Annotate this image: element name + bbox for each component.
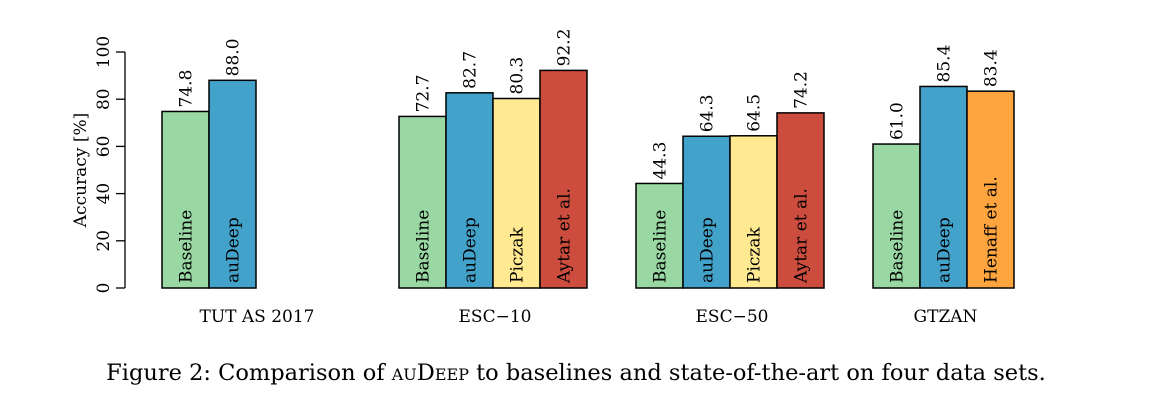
group-label: ESC−50 — [696, 307, 769, 327]
bar-category-label: auDeep — [224, 217, 244, 283]
y-tick-label: 100 — [94, 36, 114, 68]
bar-value-label: 80.3 — [508, 57, 528, 95]
bar — [398, 115, 447, 289]
bar-value-label: 72.7 — [414, 75, 434, 113]
y-tick-label: 40 — [94, 183, 114, 205]
bar — [445, 92, 494, 289]
bar-category-label: Aytar et al. — [555, 188, 575, 284]
bar-category-label: Henaff et al. — [982, 176, 1002, 283]
y-tick-label: 80 — [94, 88, 114, 110]
bar-value-label: 74.2 — [792, 71, 812, 109]
bar-category-label: auDeep — [461, 217, 481, 283]
bar-category-label: Baseline — [651, 210, 671, 283]
caption-suffix: to baselines and state-of-the-art on fou… — [468, 360, 1046, 386]
bar-chart: 0 20 40 60 80 100 Accuracy [%] 74.8 Baseline 88.0… — [71, 29, 1015, 327]
group-label: TUT AS 2017 — [200, 307, 315, 327]
bar — [966, 90, 1015, 289]
bar-category-label: Baseline — [414, 210, 434, 283]
bar-value-label: 61.0 — [888, 102, 908, 140]
bar-category-label: auDeep — [698, 217, 718, 283]
bar-value-label: 88.0 — [224, 38, 244, 76]
bar — [208, 79, 257, 289]
bar-value-label: 44.3 — [651, 142, 671, 180]
bar-value-label: 64.5 — [745, 94, 765, 132]
bar — [492, 97, 541, 289]
bar — [776, 112, 825, 289]
bar-category-label: auDeep — [935, 217, 955, 283]
caption-prefix: Figure 2: Comparison of — [106, 360, 392, 386]
bar-category-label: Aytar et al. — [792, 188, 812, 284]
bar-value-label: 92.2 — [555, 29, 575, 67]
bar-category-label: Baseline — [888, 210, 908, 283]
bar — [872, 143, 921, 289]
group-label: GTZAN — [914, 307, 978, 327]
bar — [729, 135, 778, 289]
bar-value-label: 82.7 — [461, 51, 481, 89]
bar-value-label: 85.4 — [935, 45, 955, 83]
y-tick-label: 0 — [94, 283, 114, 294]
bar-value-label: 74.8 — [177, 70, 197, 108]
y-tick-label: 60 — [94, 136, 114, 158]
figure-caption: Figure 2: Comparison of auDeep to baseli… — [0, 360, 1152, 386]
y-tick-label: 20 — [94, 230, 114, 252]
bar-category-label: Baseline — [177, 210, 197, 283]
group-label: ESC−10 — [459, 307, 532, 327]
bar — [161, 110, 210, 289]
bar-category-label: Piczak — [508, 227, 528, 283]
bar-category-label: Piczak — [745, 227, 765, 283]
bar — [539, 69, 588, 289]
caption-method-name: auDeep — [391, 360, 469, 386]
bar-value-label: 64.3 — [698, 94, 718, 132]
bar-value-label: 83.4 — [982, 49, 1002, 87]
y-axis-title: Accuracy [%] — [71, 113, 91, 228]
